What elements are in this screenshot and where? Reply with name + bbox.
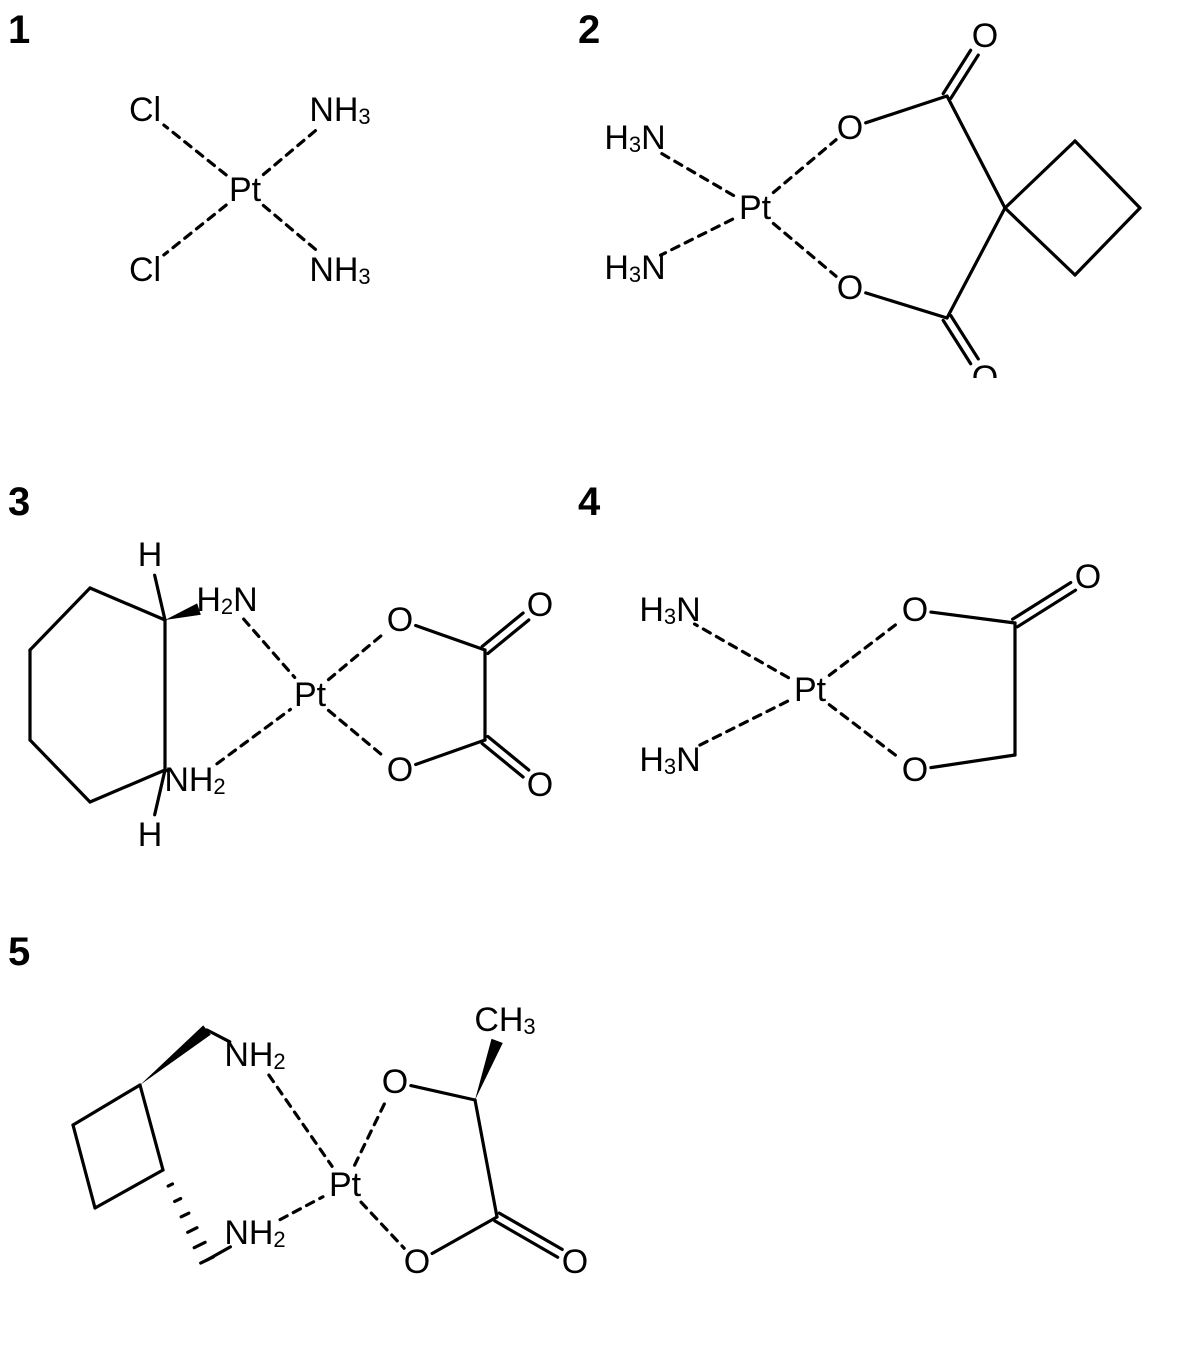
svg-text:NH3: NH3 — [309, 251, 370, 289]
structure-1: Pt Cl Cl NH3 NH3 — [90, 40, 430, 320]
svg-text:O: O — [404, 1243, 430, 1281]
svg-text:O: O — [902, 591, 928, 629]
svg-text:O: O — [387, 601, 413, 639]
svg-text:Cl: Cl — [129, 251, 161, 289]
svg-text:NH2: NH2 — [164, 761, 225, 799]
svg-text:Pt: Pt — [229, 171, 262, 209]
svg-text:O: O — [972, 18, 998, 55]
svg-text:NH3: NH3 — [309, 91, 370, 129]
panel-label-5: 5 — [8, 930, 30, 975]
structure-2: H3N H3N Pt O O O O — [600, 18, 1160, 378]
svg-text:NH2: NH2 — [224, 1036, 285, 1074]
svg-text:O: O — [972, 359, 998, 378]
panel-label-4: 4 — [578, 480, 600, 525]
svg-text:H3N: H3N — [640, 591, 701, 629]
svg-text:Cl: Cl — [129, 91, 161, 129]
svg-text:H: H — [138, 536, 163, 574]
svg-text:O: O — [902, 751, 928, 789]
svg-text:H: H — [138, 816, 163, 854]
svg-text:O: O — [837, 109, 863, 147]
svg-text:H3N: H3N — [604, 119, 665, 157]
svg-text:Pt: Pt — [739, 189, 772, 227]
svg-text:Pt: Pt — [329, 1166, 362, 1204]
structure-5: NH2 NH2 Pt O O O CH3 — [45, 960, 605, 1330]
svg-text:CH3: CH3 — [474, 1001, 535, 1039]
svg-text:O: O — [382, 1063, 408, 1101]
structure-4: H3N H3N Pt O O O — [640, 505, 1140, 825]
svg-text:O: O — [527, 766, 553, 804]
svg-text:O: O — [387, 751, 413, 789]
svg-text:O: O — [527, 586, 553, 624]
svg-text:Pt: Pt — [794, 671, 827, 709]
svg-text:O: O — [562, 1243, 588, 1281]
svg-text:H2N: H2N — [196, 581, 257, 619]
svg-text:H3N: H3N — [640, 741, 701, 779]
svg-text:H3N: H3N — [604, 249, 665, 287]
panel-label-1: 1 — [8, 8, 30, 53]
panel-label-2: 2 — [578, 8, 600, 53]
svg-text:Pt: Pt — [294, 676, 327, 714]
svg-text:O: O — [837, 269, 863, 307]
svg-text:O: O — [1075, 558, 1101, 596]
structure-3: H H H2N NH2 Pt O O O O — [20, 500, 560, 860]
svg-text:NH2: NH2 — [224, 1214, 285, 1252]
